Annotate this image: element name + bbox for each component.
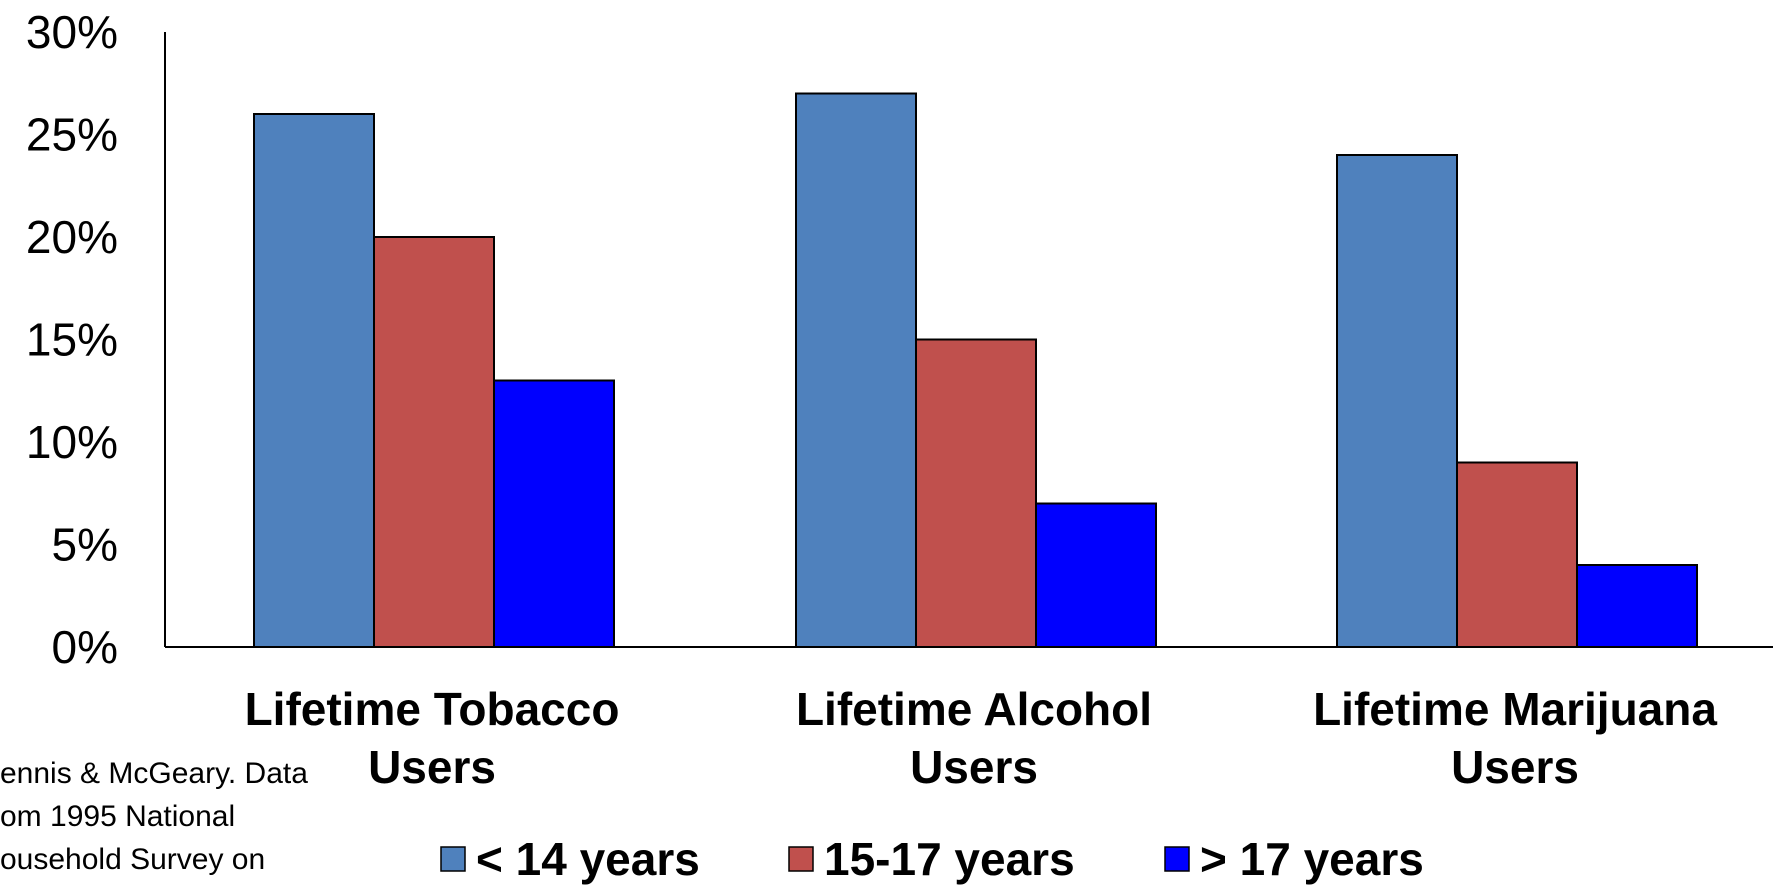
bar [1456, 461, 1578, 648]
bar [253, 113, 375, 648]
x-category-label: Users [368, 741, 496, 793]
x-category-label: Lifetime Tobacco [245, 683, 620, 735]
legend-label: > 17 years [1200, 833, 1424, 885]
legend-label: 15-17 years [824, 833, 1075, 885]
bar [1576, 564, 1698, 648]
source-note: ennis & McGeary. Data om 1995 National ous… [0, 757, 308, 876]
y-tick-label: 20% [26, 211, 118, 263]
bars [253, 92, 1698, 648]
y-tick-label: 0% [52, 621, 118, 673]
legend: < 14 years 15-17 years > 17 years [440, 833, 1424, 885]
bar [1336, 154, 1458, 648]
y-tick-label: 15% [26, 314, 118, 366]
y-axis-ticks: 0% 5% 10% 15% 20% 25% 30% [26, 6, 118, 673]
legend-swatch [1164, 846, 1190, 872]
bar [915, 338, 1037, 648]
y-tick-label: 30% [26, 6, 118, 58]
bar [1035, 502, 1157, 648]
category-labels: Lifetime Tobacco Users Lifetime Alcohol Use… [245, 683, 1718, 793]
source-note-line: om 1995 National [0, 800, 235, 833]
bar [795, 92, 917, 648]
x-category-label: Lifetime Alcohol [796, 683, 1152, 735]
bar [493, 379, 615, 648]
legend-swatch [440, 846, 466, 872]
bar [373, 236, 495, 648]
y-tick-label: 5% [52, 519, 118, 571]
x-category-label: Users [910, 741, 1038, 793]
source-note-line: ennis & McGeary. Data [0, 757, 308, 790]
x-category-label: Users [1451, 741, 1579, 793]
legend-label: < 14 years [476, 833, 700, 885]
legend-swatch [788, 846, 814, 872]
y-tick-label: 25% [26, 109, 118, 161]
source-note-line: ousehold Survey on [0, 843, 265, 876]
x-category-label: Lifetime Marijuana [1313, 683, 1717, 735]
y-tick-label: 10% [26, 416, 118, 468]
